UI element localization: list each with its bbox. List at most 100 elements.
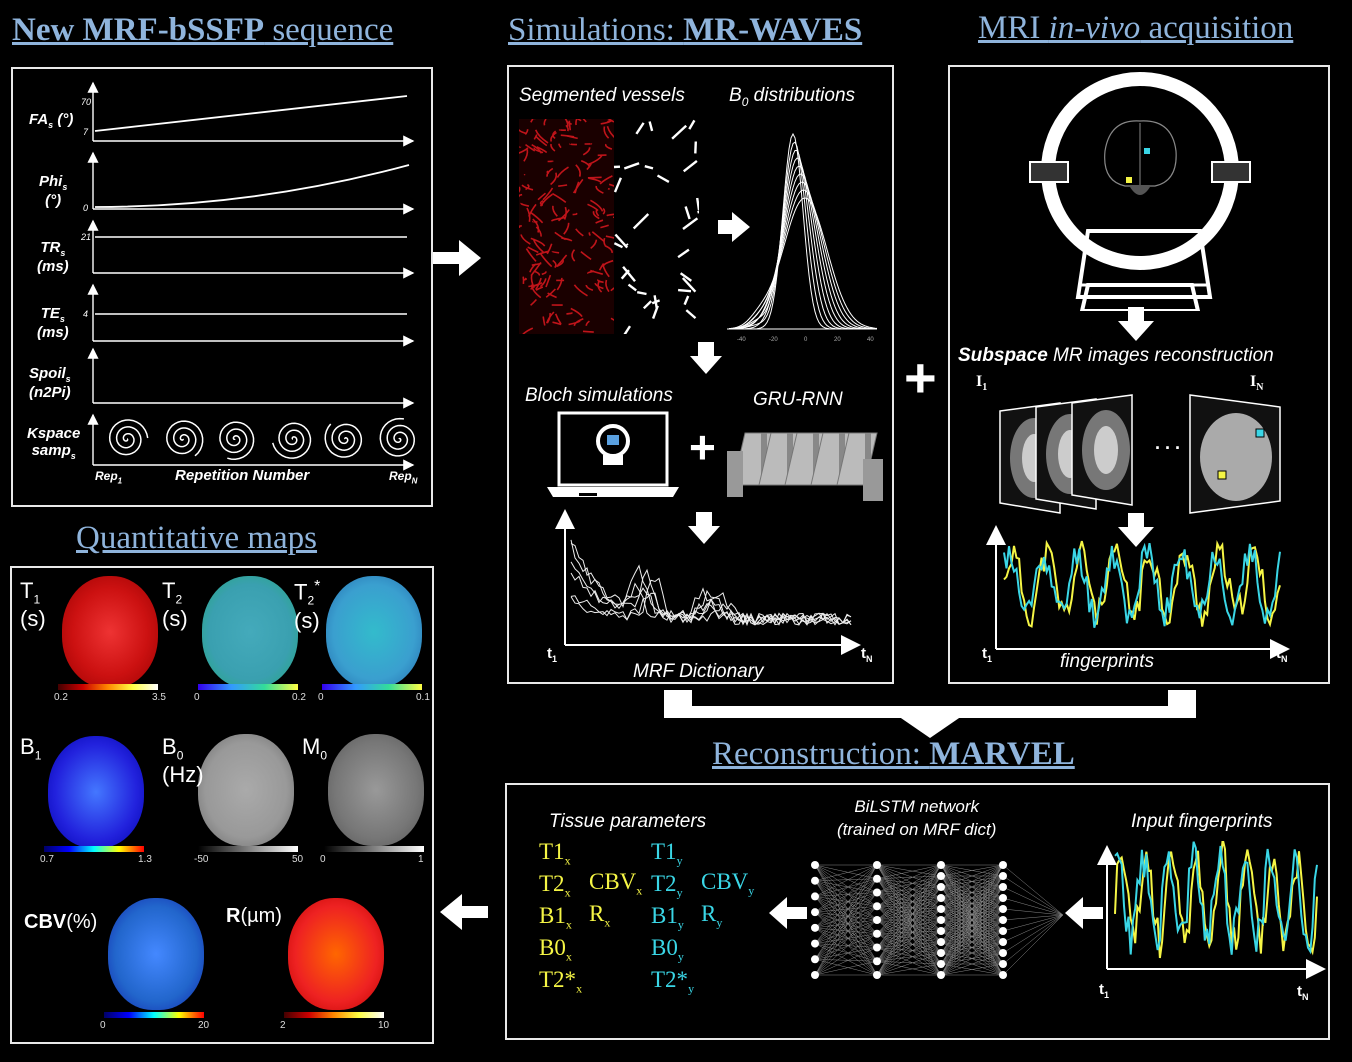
panel-reconstruction: Tissue parameters T1x T2x B1x B0x T2*x CBVx Rx… (505, 783, 1330, 1040)
fingerprints-plot (986, 525, 1290, 659)
tissue-param-t2star-y: T2*y (651, 967, 695, 996)
kspace-spiral (271, 422, 312, 459)
map-label-6: CBV(%) (24, 911, 98, 933)
network-node (937, 894, 945, 902)
header-quantitative-maps: Quantitative maps (76, 520, 318, 556)
arrow-merge-to-recon (664, 690, 1196, 738)
brain-map-1 (202, 576, 298, 688)
rep-n-label: RepN (389, 469, 418, 486)
tissue-param-t1-x: T1x (539, 839, 571, 868)
row-label-te: TEs (ms) (37, 305, 69, 341)
input-tn-label: tN (1297, 983, 1309, 1002)
network-node (999, 905, 1007, 913)
fp-t1-label: t1 (982, 645, 993, 664)
arrow-seq-to-sim (433, 240, 481, 276)
b0-tick-1: -40 (737, 337, 746, 343)
fingerprints-label: fingerprints (1060, 651, 1154, 672)
network-node (811, 955, 819, 964)
arrow-down-scanner (1118, 307, 1154, 341)
network-node (999, 971, 1007, 979)
row-label-spoil: Spoils (n2Pi) (29, 365, 71, 401)
fp-tn-label: tN (1276, 645, 1288, 664)
panel-quantitative-maps: T1 (s) 0.2 3.5 T2 (s) 0 0.2 T2* (s) 0 0.1 B1 0.7 1.3 B0… (10, 566, 434, 1044)
brain-icon (1104, 120, 1177, 187)
header-mri-acquisition: MRI in-vivo acquisition (978, 10, 1294, 46)
colorbar-7 (284, 1012, 384, 1018)
colorbar-5 (324, 846, 424, 852)
arrow-recon-to-maps (440, 894, 488, 930)
input-fingerprints-plot (1097, 841, 1326, 979)
tissue-param-b1-y: B1y (651, 903, 684, 932)
colorbar-4 (198, 846, 298, 852)
colorbar-min-0: 0.2 (54, 692, 68, 703)
colorbar-max-1: 0.2 (292, 692, 306, 703)
network-node (999, 883, 1007, 891)
brain-map-4 (198, 734, 294, 846)
brain-map-3 (48, 736, 144, 848)
colorbar-min-6: 0 (100, 1020, 106, 1031)
tissue-param-r-y: Ry (701, 901, 723, 930)
panel-simulations: Segmented vessels B0 distributions -40 -… (507, 65, 894, 684)
network-node (873, 874, 881, 883)
network-node (873, 971, 881, 979)
network-node (811, 971, 819, 979)
te-tick-4: 4 (83, 309, 88, 319)
network-node (937, 861, 945, 869)
tissue-param-cbv-x: CBVx (589, 869, 643, 898)
colorbar-min-5: 0 (320, 854, 326, 865)
row-label-phi: Phis (°) (39, 173, 68, 209)
colorbar-6 (104, 1012, 204, 1018)
colorbar-3 (44, 846, 144, 852)
input-fingerprints-label: Input fingerprints (1131, 811, 1273, 832)
input-t1-label: t1 (1099, 981, 1110, 1000)
network-node (873, 902, 881, 911)
network-node (999, 949, 1007, 957)
row-label-fa: FAs (°) (29, 111, 74, 130)
tissue-parameters-label: Tissue parameters (549, 811, 707, 832)
fa-tick-70: 70 (81, 97, 91, 107)
image-in-label: IN (1250, 373, 1264, 394)
arrow-vessels-to-b0 (718, 212, 750, 242)
b0-distributions-label: B0 distributions (729, 85, 856, 109)
network-node (937, 872, 945, 880)
network-node (999, 894, 1007, 902)
brain-map-6 (108, 898, 204, 1010)
network-node (873, 929, 881, 938)
colorbar-max-7: 10 (378, 1020, 390, 1031)
fa-tick-7: 7 (83, 127, 89, 137)
laptop-icon (547, 411, 679, 497)
gru-rnn-diagram (727, 432, 883, 501)
network-node (811, 923, 819, 932)
network-node (937, 960, 945, 968)
b0-tick-2: -20 (769, 337, 778, 343)
map-label-7: R(µm) (226, 905, 282, 927)
bloch-simulations-label: Bloch simulations (525, 385, 673, 406)
scanner-table (1075, 229, 1213, 299)
colorbar-max-0: 3.5 (152, 692, 166, 703)
network-node (999, 938, 1007, 946)
stack-dots: . . . (1155, 433, 1181, 453)
arrow-sim-down-2 (688, 512, 720, 544)
phi-tick-0: 0 (83, 203, 88, 213)
bilstm-network-diagram (811, 861, 1064, 979)
network-node (873, 943, 881, 952)
map-label-5: M0 (302, 734, 328, 763)
colorbar-max-5: 1 (418, 854, 424, 865)
network-node (999, 916, 1007, 924)
network-node (873, 861, 881, 869)
map-label-4: B0 (Hz) (162, 734, 204, 788)
map-label-2: T2* (s) (294, 578, 321, 633)
network-node (999, 861, 1007, 869)
image-i1-label: I1 (976, 373, 988, 394)
tissue-param-t1-y: T1y (651, 839, 683, 868)
mrf-dictionary-plot (555, 509, 861, 655)
map-label-0: T1 (s) (20, 578, 46, 632)
bilstm-label: BiLSTM network (trained on MRF dict) (837, 797, 997, 839)
network-node (937, 927, 945, 935)
mrf-dictionary-label: MRF Dictionary (633, 661, 764, 682)
arrow-left-input (1065, 897, 1103, 929)
tissue-param-cbv-y: CBVy (701, 869, 755, 898)
network-node (873, 957, 881, 966)
tissue-param-b0-x: B0x (539, 935, 572, 964)
b0-tick-3: 0 (804, 337, 808, 343)
